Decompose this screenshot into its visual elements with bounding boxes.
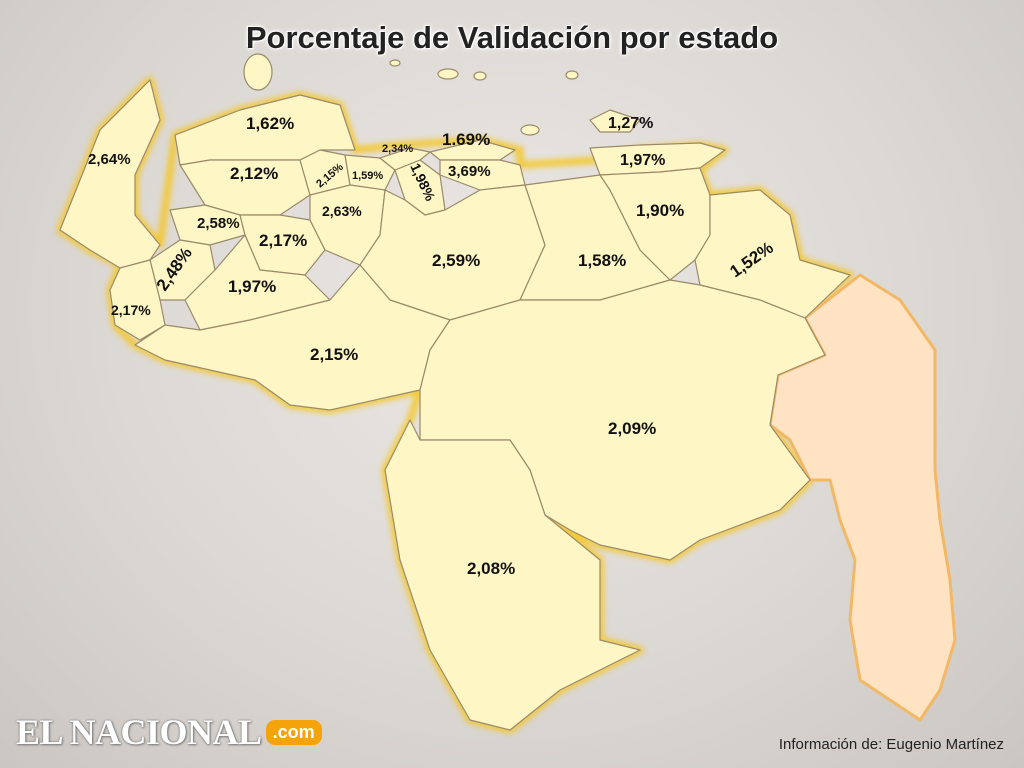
label-guarico: 2,59%	[432, 251, 480, 270]
label-nueva-esparta: 1,27%	[608, 115, 653, 132]
label-apure: 2,15%	[310, 345, 358, 364]
page-title: Porcentaje de Validación por estado	[245, 20, 779, 55]
label-anzoategui: 1,58%	[578, 251, 626, 270]
logo-suffix-badge: .com	[265, 719, 322, 745]
island-3	[473, 71, 487, 81]
state-regions	[59, 79, 851, 731]
label-sucre: 1,97%	[620, 152, 665, 169]
label-barinas: 1,97%	[228, 277, 276, 296]
region-zulia[interactable]	[59, 79, 161, 269]
region-apure[interactable]	[134, 264, 451, 411]
brand-logo[interactable]: EL NACIONAL .com	[16, 712, 322, 752]
region-nueva-esparta[interactable]	[589, 109, 641, 133]
region-esequibo	[768, 273, 957, 722]
region-amazonas[interactable]	[384, 419, 641, 731]
region-carabobo[interactable]	[344, 154, 396, 191]
label-zulia: 2,64%	[88, 151, 131, 168]
label-miranda: 3,69%	[448, 163, 491, 180]
label-amazonas: 2,08%	[467, 559, 515, 578]
label-monagas: 1,90%	[636, 201, 684, 220]
logo-wordmark: EL NACIONAL	[16, 712, 262, 752]
region-distrito-capital[interactable]	[429, 139, 516, 161]
region-tachira[interactable]	[109, 259, 166, 341]
label-falcon: 1,62%	[246, 114, 294, 133]
island-1	[389, 59, 401, 67]
island-5	[520, 124, 540, 136]
label-lara: 2,12%	[230, 164, 278, 183]
island-4	[565, 70, 579, 80]
island-2	[437, 68, 459, 80]
source-credit: Información de: Eugenio Martínez	[778, 736, 1004, 753]
label-bolivar: 2,09%	[608, 419, 656, 438]
islands	[243, 53, 579, 136]
label-vargas: 2,34%	[382, 143, 413, 155]
label-trujillo: 2,58%	[197, 215, 240, 232]
label-distrito-capital: 1.69%	[442, 130, 490, 149]
label-cojedes: 2,63%	[322, 203, 362, 219]
label-carabobo: 1,59%	[352, 170, 383, 182]
island-paraguana-tip	[243, 53, 273, 91]
region-vargas[interactable]	[379, 147, 431, 171]
label-portuguesa: 2,17%	[259, 231, 307, 250]
label-tachira: 2,17%	[111, 302, 151, 318]
